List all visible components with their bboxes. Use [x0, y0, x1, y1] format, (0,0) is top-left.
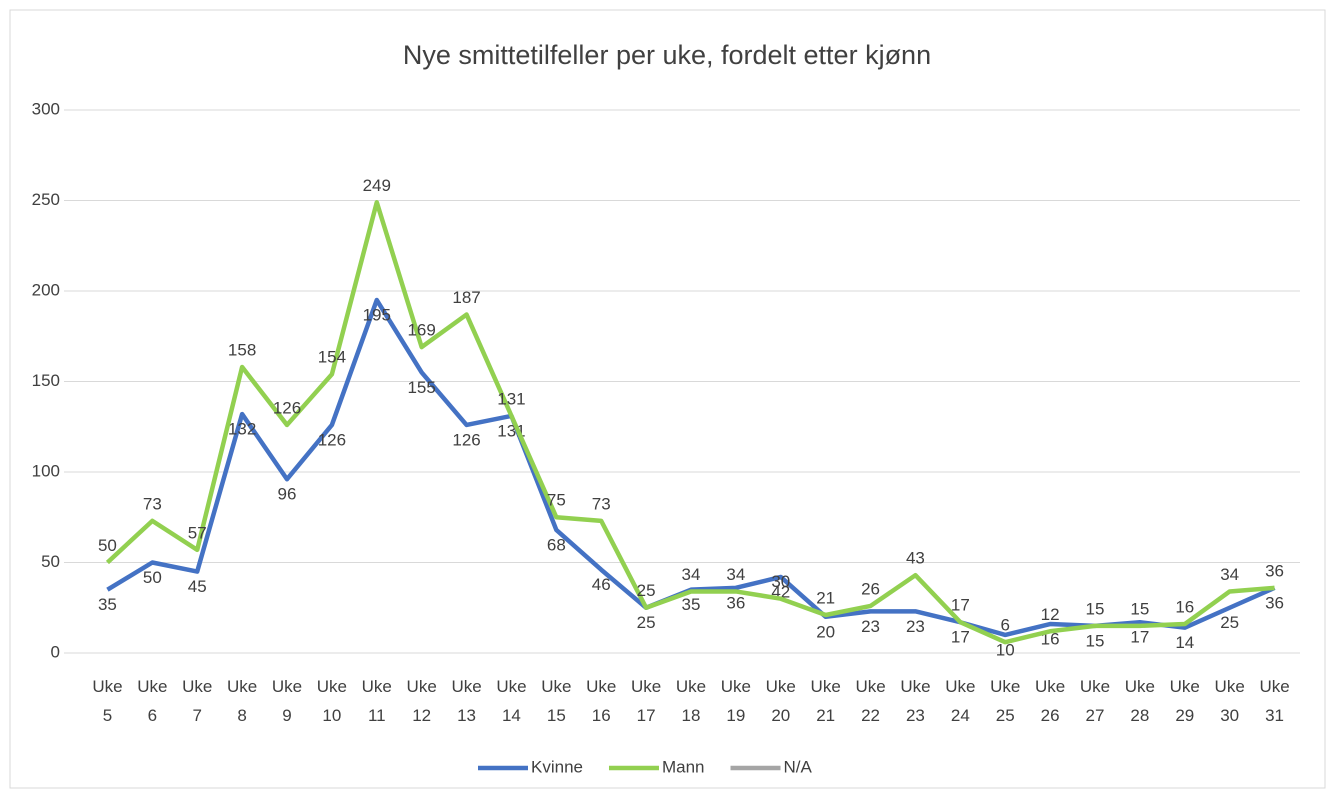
- data-label: 17: [1130, 628, 1149, 647]
- x-tick-label: Uke 19: [721, 677, 751, 725]
- y-tick-label: 50: [41, 552, 60, 571]
- x-tick-label: Uke 12: [407, 677, 437, 725]
- x-tick-label: Uke 13: [451, 677, 481, 725]
- y-tick-label: 0: [51, 642, 60, 661]
- data-label: 96: [278, 485, 297, 504]
- data-label: 16: [1175, 598, 1194, 617]
- x-tick-label: Uke 16: [586, 677, 616, 725]
- x-tick-label: Uke 15: [541, 677, 571, 725]
- data-label: 187: [452, 288, 480, 307]
- x-tick-label: Uke 25: [990, 677, 1020, 725]
- x-tick-label: Uke 22: [855, 677, 885, 725]
- data-label: 126: [273, 398, 301, 417]
- data-label: 30: [771, 572, 790, 591]
- data-label: 34: [682, 565, 701, 584]
- x-tick-label: Uke 24: [945, 677, 975, 725]
- y-tick-label: 200: [32, 280, 60, 299]
- data-label: 25: [1220, 613, 1239, 632]
- y-tick-label: 300: [32, 99, 60, 118]
- data-label: 131: [497, 389, 525, 408]
- data-label: 68: [547, 535, 566, 554]
- data-label: 25: [637, 613, 656, 632]
- data-label: 45: [188, 577, 207, 596]
- data-label: 20: [816, 622, 835, 641]
- data-label: 73: [592, 494, 611, 513]
- y-tick-label: 250: [32, 190, 60, 209]
- x-tick-label: Uke 28: [1125, 677, 1155, 725]
- data-label: 126: [452, 430, 480, 449]
- data-label: 154: [318, 348, 346, 367]
- data-label: 6: [1000, 616, 1009, 635]
- x-tick-label: Uke 26: [1035, 677, 1065, 725]
- data-label: 34: [1220, 565, 1239, 584]
- data-label: 15: [1086, 631, 1105, 650]
- x-tick-label: Uke 30: [1215, 677, 1245, 725]
- data-label: 46: [592, 575, 611, 594]
- data-label: 43: [906, 549, 925, 568]
- chart-border: [9, 9, 1326, 789]
- data-label: 10: [996, 640, 1015, 659]
- data-label: 23: [906, 617, 925, 636]
- data-label: 34: [726, 565, 745, 584]
- data-label: 36: [1265, 593, 1284, 612]
- data-label: 14: [1175, 633, 1194, 652]
- legend-label: Kvinne: [531, 757, 583, 776]
- data-label: 195: [363, 306, 391, 325]
- data-label: 25: [637, 581, 656, 600]
- data-label: 249: [363, 176, 391, 195]
- x-tick-label: Uke 7: [182, 677, 212, 725]
- data-label: 17: [951, 596, 970, 615]
- x-tick-label: Uke 29: [1170, 677, 1200, 725]
- series-line: [105, 200, 1275, 645]
- data-label: 36: [1265, 561, 1284, 580]
- data-label: 57: [188, 523, 207, 542]
- data-label: 50: [98, 536, 117, 555]
- data-label: 15: [1130, 599, 1149, 618]
- y-tick-label: 100: [32, 461, 60, 480]
- x-tick-label: Uke 17: [631, 677, 661, 725]
- chart-title: Nye smittetilfeller per uke, fordelt ett…: [403, 40, 931, 70]
- data-label: 36: [726, 593, 745, 612]
- x-tick-label: Uke 6: [137, 677, 167, 725]
- x-tick-label: Uke 27: [1080, 677, 1110, 725]
- data-label: 158: [228, 341, 256, 360]
- legend-label: N/A: [784, 757, 813, 776]
- data-label: 75: [547, 491, 566, 510]
- data-label: 50: [143, 568, 162, 587]
- x-tick-label: Uke 20: [766, 677, 796, 725]
- data-label: 26: [861, 579, 880, 598]
- legend: Kvinne Mann N/A: [478, 757, 813, 776]
- x-tick-label: Uke 21: [811, 677, 841, 725]
- x-tick-label: Uke 11: [362, 677, 392, 725]
- data-label: 35: [682, 595, 701, 614]
- data-label: 35: [98, 595, 117, 614]
- data-label: 12: [1041, 605, 1060, 624]
- x-tick-label: Uke 9: [272, 677, 302, 725]
- y-tick-label: 150: [32, 371, 60, 390]
- data-label: 73: [143, 494, 162, 513]
- data-label: 126: [318, 430, 346, 449]
- x-tick-label: Uke 14: [496, 677, 526, 725]
- x-tick-label: Uke 23: [900, 677, 930, 725]
- x-tick-label: Uke 10: [317, 677, 347, 725]
- x-tick-label: Uke 18: [676, 677, 706, 725]
- data-label: 15: [1086, 599, 1105, 618]
- data-label: 23: [861, 617, 880, 636]
- data-label: 17: [951, 628, 970, 647]
- data-label: 169: [407, 321, 435, 340]
- x-tick-label: Uke 31: [1259, 677, 1289, 725]
- data-label: 132: [228, 420, 256, 439]
- x-tick-label: Uke 8: [227, 677, 257, 725]
- data-label: 155: [407, 378, 435, 397]
- legend-label: Mann: [662, 757, 705, 776]
- data-label: 21: [816, 588, 835, 607]
- x-tick-label: Uke 5: [92, 677, 122, 725]
